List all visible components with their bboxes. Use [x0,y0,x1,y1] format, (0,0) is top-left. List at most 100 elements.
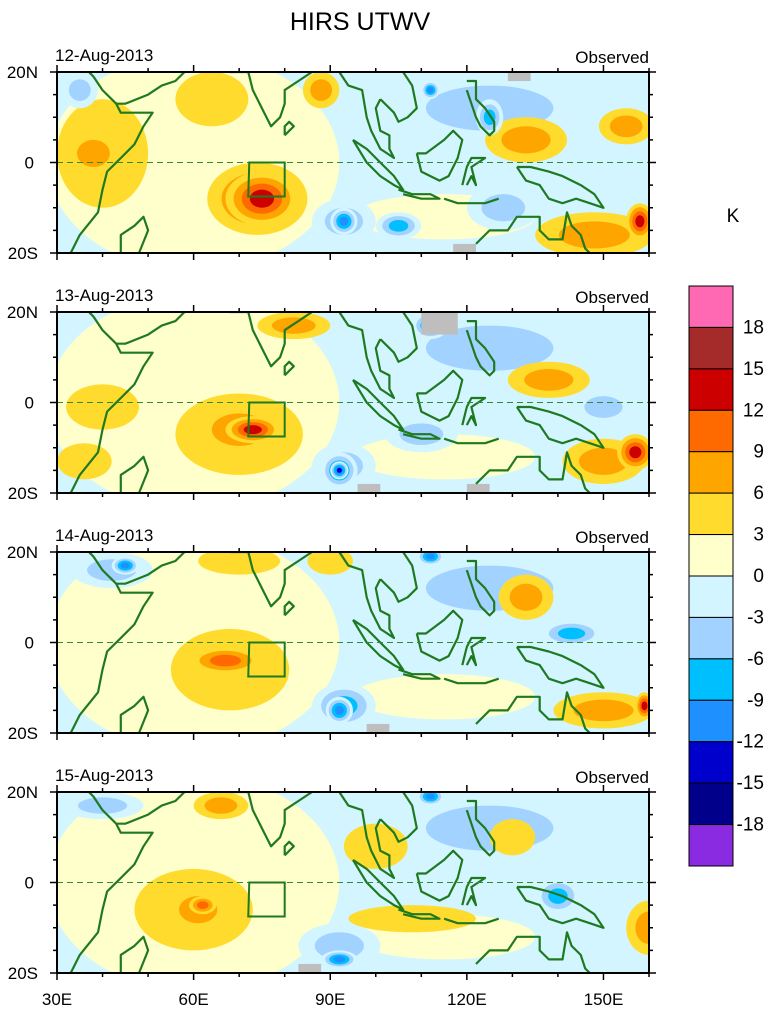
coastline [465,559,496,617]
colorbar-tick-label: -12 [737,732,764,753]
map-panel: 20N 0 20S 14-Aug-2013 Observed [7,526,656,743]
contour-region [629,446,642,459]
contour-region [120,562,130,569]
coastline [398,428,441,440]
colorbar-box [688,534,734,577]
coastline [69,312,154,493]
y-tick-label: 20N [7,783,38,802]
map-panel: 20N 0 20S 13-Aug-2013 Observed [7,286,656,503]
contour-region [509,583,543,611]
contour-region [388,220,409,232]
coastline [230,312,313,368]
colorbar-box [688,575,734,618]
coastline [283,600,295,617]
coastline [465,799,496,857]
colorbar-box [688,409,734,453]
coastline [443,677,500,685]
colorbar-tick-label: -3 [747,607,764,628]
x-axis: 30E 60E 90E 120E 150E [42,990,623,1009]
coastline [352,858,405,911]
y-tick-label: 20N [7,543,38,562]
contour-region [249,189,275,208]
coastline [352,138,405,191]
colorbar-tick-label: 3 [753,525,764,546]
region-box [247,401,286,438]
missing-data-patch [507,72,531,82]
contour-region [427,87,434,94]
missing-data-patch [357,483,381,493]
x-tick-label: 120E [447,990,487,1009]
coastline [230,72,313,128]
panel-source-label: Observed [575,48,649,67]
colorbar-tick-label: -6 [747,649,764,670]
missing-data-patch [366,723,390,733]
contour-region [425,805,554,851]
missing-data-patch [421,312,458,335]
colorbar-box [688,782,734,826]
coastline [379,72,418,123]
coastline [338,792,396,880]
contour-region [333,956,346,963]
colorbar-tick-label: 12 [743,400,764,421]
coastline [119,215,150,253]
contour-region [635,911,649,945]
colorbar-tick-label: 9 [753,442,764,463]
y-tick-label: 0 [25,154,34,173]
coastline [283,840,295,857]
x-tick-label: 90E [315,990,345,1009]
contour-region [348,905,476,933]
contour-region [343,823,408,869]
y-tick-label: 20S [8,724,38,743]
y-tick-label: 20S [8,244,38,263]
coastline [443,437,500,445]
y-tick-label: 20S [8,484,38,503]
coastline [515,405,605,449]
contour-region [68,79,91,101]
coastline [415,849,464,902]
coastline [283,360,295,377]
panel-date-label: 12-Aug-2013 [55,46,153,65]
panel-date-label: 14-Aug-2013 [55,526,153,545]
coastline [230,792,313,848]
contour-region [334,705,344,715]
contour-region [524,369,574,391]
coastline [116,72,186,105]
x-tick-label: 30E [42,990,72,1009]
contour-region [271,317,316,334]
coastline [119,695,150,733]
coastline [398,668,441,680]
coastline [116,792,186,825]
map-panel: 20N 0 20S 15-Aug-2013 Observed [7,766,656,983]
coastline [379,792,418,843]
coastline [415,369,464,422]
contour-region [307,552,353,575]
contour-region [578,447,629,475]
panel-source-label: Observed [575,528,649,547]
colorbar-box [688,699,734,743]
contour-region [196,901,209,910]
y-tick-label: 20N [7,303,38,322]
missing-data-patch [298,963,322,973]
contour-region [198,552,281,575]
colorbar-box [688,492,734,536]
contour-region [339,216,349,226]
coastline [398,188,441,200]
panel-date-label: 13-Aug-2013 [55,286,153,305]
coastline [475,211,591,253]
contour-region [353,674,536,720]
contour-region [573,699,634,722]
contour-region [641,701,648,711]
coastline [379,552,418,603]
coastline [116,552,186,585]
coastline [475,931,591,973]
contour-region [175,72,249,127]
coastline [283,120,295,137]
coastline [230,552,313,608]
colorbar-tick-label: -18 [737,815,764,836]
contour-region [635,215,645,228]
coastline [116,312,186,345]
coastline [465,320,496,377]
coastline [515,165,605,209]
colorbar-box [688,285,734,328]
